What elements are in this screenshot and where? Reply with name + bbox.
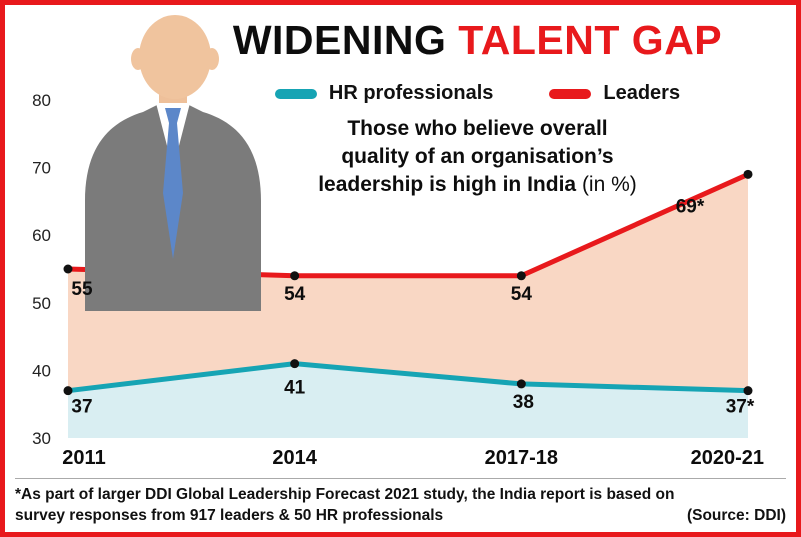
y-tick-label: 60 — [32, 226, 51, 245]
data-point — [743, 386, 753, 396]
description-unit: (in %) — [581, 173, 637, 196]
legend-item-leaders: Leaders — [549, 82, 680, 105]
value-label: 37 — [71, 397, 92, 418]
y-tick-label: 30 — [32, 429, 51, 448]
y-tick-label: 70 — [32, 159, 51, 178]
description-line: Those who believe overall — [347, 117, 608, 140]
x-axis-label: 2020-21 — [691, 447, 764, 469]
footnote-line2-row: survey responses from 917 leaders & 50 H… — [15, 505, 786, 526]
hr-line — [67, 361, 749, 394]
leaders-swatch-icon — [549, 88, 592, 99]
y-tick-label: 80 — [32, 91, 51, 110]
value-label: 54 — [511, 284, 533, 305]
x-axis-label: 2011 — [62, 447, 105, 469]
y-tick-label: 40 — [32, 361, 51, 380]
head — [139, 15, 211, 99]
source-credit: (Source: DDI) — [686, 507, 786, 524]
value-label: 55 — [71, 279, 93, 300]
legend-label: Leaders — [603, 82, 681, 104]
value-label: 41 — [284, 378, 306, 399]
legend-item-hr-professionals: HR professionals — [274, 82, 494, 105]
hr-area — [68, 363, 748, 438]
description-bold: leadership is high in India — [318, 173, 582, 196]
page-title: WIDENING TALENT GAP — [190, 17, 765, 64]
value-label: 69* — [676, 196, 705, 217]
chart-legend: HR professionals Leaders — [190, 82, 765, 105]
value-label: 38 — [513, 392, 534, 413]
chart-plot: 80 70 60 50 40 30 2011 2014 2017-18 2020-21 — [32, 91, 764, 469]
chart-description: Those who believe overall quality of an … — [190, 115, 765, 199]
x-axis-label: 2014 — [272, 447, 317, 469]
title-black: WIDENING — [232, 17, 459, 63]
leaders-area — [68, 174, 748, 391]
y-tick-label: 50 — [32, 294, 51, 313]
title-red: TALENT GAP — [458, 17, 723, 63]
chart-annotations: 55 54 54 69* 37 41 38 37* — [63, 169, 755, 418]
data-point — [290, 271, 300, 281]
x-axis-label: 2017-18 — [485, 447, 558, 469]
data-point — [743, 169, 753, 179]
value-label: 37* — [726, 397, 755, 418]
description-line: leadership is high in India (in %) — [190, 171, 765, 199]
footnote-line1: *As part of larger DDI Global Leadership… — [15, 486, 675, 503]
data-point — [516, 271, 526, 281]
tie — [163, 108, 183, 259]
description-line: quality of an organisation’s — [341, 145, 614, 168]
businessman-illustration — [85, 15, 261, 311]
data-point — [63, 264, 73, 274]
footnote: *As part of larger DDI Global Leadership… — [15, 478, 786, 526]
legend-label: HR professionals — [328, 82, 494, 104]
data-point — [63, 386, 73, 396]
data-point — [290, 359, 300, 369]
hr-professionals-swatch-icon — [274, 88, 317, 99]
value-label: 54 — [284, 284, 306, 305]
footnote-line2: survey responses from 917 leaders & 50 H… — [15, 507, 444, 524]
data-point — [516, 379, 526, 389]
